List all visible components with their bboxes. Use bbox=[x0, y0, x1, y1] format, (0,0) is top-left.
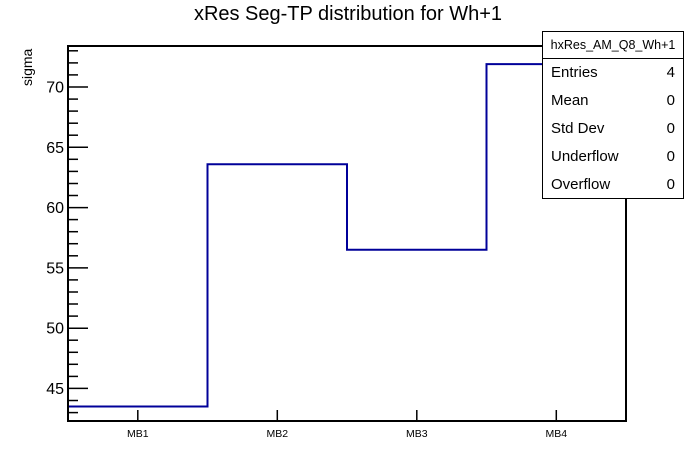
x-tick-label: MB4 bbox=[546, 428, 568, 440]
y-tick-label: 60 bbox=[46, 200, 64, 217]
x-tick-label: MB1 bbox=[127, 428, 149, 440]
stats-row-label: Mean bbox=[551, 92, 589, 110]
x-tick-label: MB2 bbox=[267, 428, 289, 440]
stats-row-label: Overflow bbox=[551, 175, 611, 193]
stats-box-title: hxRes_AM_Q8_Wh+1 bbox=[543, 32, 683, 59]
y-tick-label: 50 bbox=[46, 321, 64, 338]
stats-row: Mean 0 bbox=[543, 87, 683, 115]
stats-row-value: 0 bbox=[666, 147, 675, 165]
stats-row-label: Std Dev bbox=[551, 119, 605, 137]
plot-frame bbox=[67, 45, 627, 422]
stats-box-rows: Entries 4 Mean 0 Std Dev 0 Underflow 0 O… bbox=[543, 59, 683, 198]
stats-row-value: 0 bbox=[666, 119, 675, 137]
y-tick-label: 65 bbox=[46, 140, 64, 157]
stats-row: Overflow 0 bbox=[543, 170, 683, 198]
stats-row-label: Entries bbox=[551, 64, 598, 82]
chart-title: xRes Seg-TP distribution for Wh+1 bbox=[193, 3, 503, 25]
y-tick-label: 55 bbox=[46, 260, 64, 277]
stats-row: Underflow 0 bbox=[543, 142, 683, 170]
stats-row-value: 4 bbox=[666, 64, 675, 82]
stats-row: Entries 4 bbox=[543, 59, 683, 87]
y-tick-label: 45 bbox=[46, 381, 64, 398]
x-tick-label: MB3 bbox=[406, 428, 428, 440]
stats-row-value: 0 bbox=[666, 175, 675, 193]
stats-box: hxRes_AM_Q8_Wh+1 Entries 4 Mean 0 Std De… bbox=[542, 31, 684, 199]
stats-row-label: Underflow bbox=[551, 147, 619, 165]
stats-row: Std Dev 0 bbox=[543, 115, 683, 143]
stats-row-value: 0 bbox=[666, 92, 675, 110]
y-tick-label: 70 bbox=[46, 79, 64, 96]
